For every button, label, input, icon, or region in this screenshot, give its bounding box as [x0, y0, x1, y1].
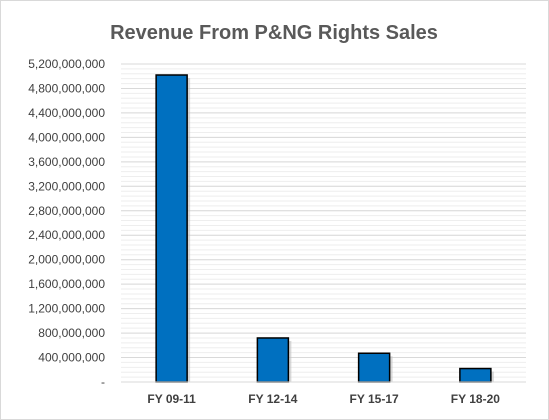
- x-tick-label: FY 18-20: [451, 392, 500, 406]
- bars: [155, 74, 494, 383]
- bar: [357, 352, 391, 383]
- y-tick-label: 400,000,000: [38, 351, 105, 365]
- chart-title: Revenue From P&NG Rights Sales: [110, 22, 438, 44]
- y-tick-label: 3,600,000,000: [28, 155, 105, 169]
- y-tick-label: 1,200,000,000: [28, 302, 105, 316]
- bar: [459, 367, 492, 383]
- x-tick-label: FY 12-14: [248, 392, 297, 406]
- y-tick-label: 4,800,000,000: [28, 81, 105, 95]
- y-tick-label: 4,000,000,000: [28, 130, 105, 144]
- x-axis-ticks: FY 09-11 FY 12-14 FY 15-17 FY 18-20: [147, 392, 500, 406]
- y-axis-ticks: - 400,000,000 800,000,000 1,200,000,000 1,60…: [28, 57, 105, 389]
- y-tick-label: 800,000,000: [38, 326, 105, 340]
- y-tick-label: 5,200,000,000: [28, 57, 105, 71]
- y-tick-label: 4,400,000,000: [28, 106, 105, 120]
- y-tick-label: 1,600,000,000: [28, 277, 105, 291]
- bar: [256, 337, 290, 383]
- y-tick-label: -: [101, 375, 105, 389]
- y-tick-label: 2,800,000,000: [28, 204, 105, 218]
- bar: [155, 74, 188, 383]
- x-tick-label: FY 15-17: [350, 392, 399, 406]
- x-tick-label: FY 09-11: [147, 392, 196, 406]
- y-tick-label: 2,000,000,000: [28, 253, 105, 267]
- y-tick-label: 3,200,000,000: [28, 179, 105, 193]
- y-tick-label: 2,400,000,000: [28, 228, 105, 242]
